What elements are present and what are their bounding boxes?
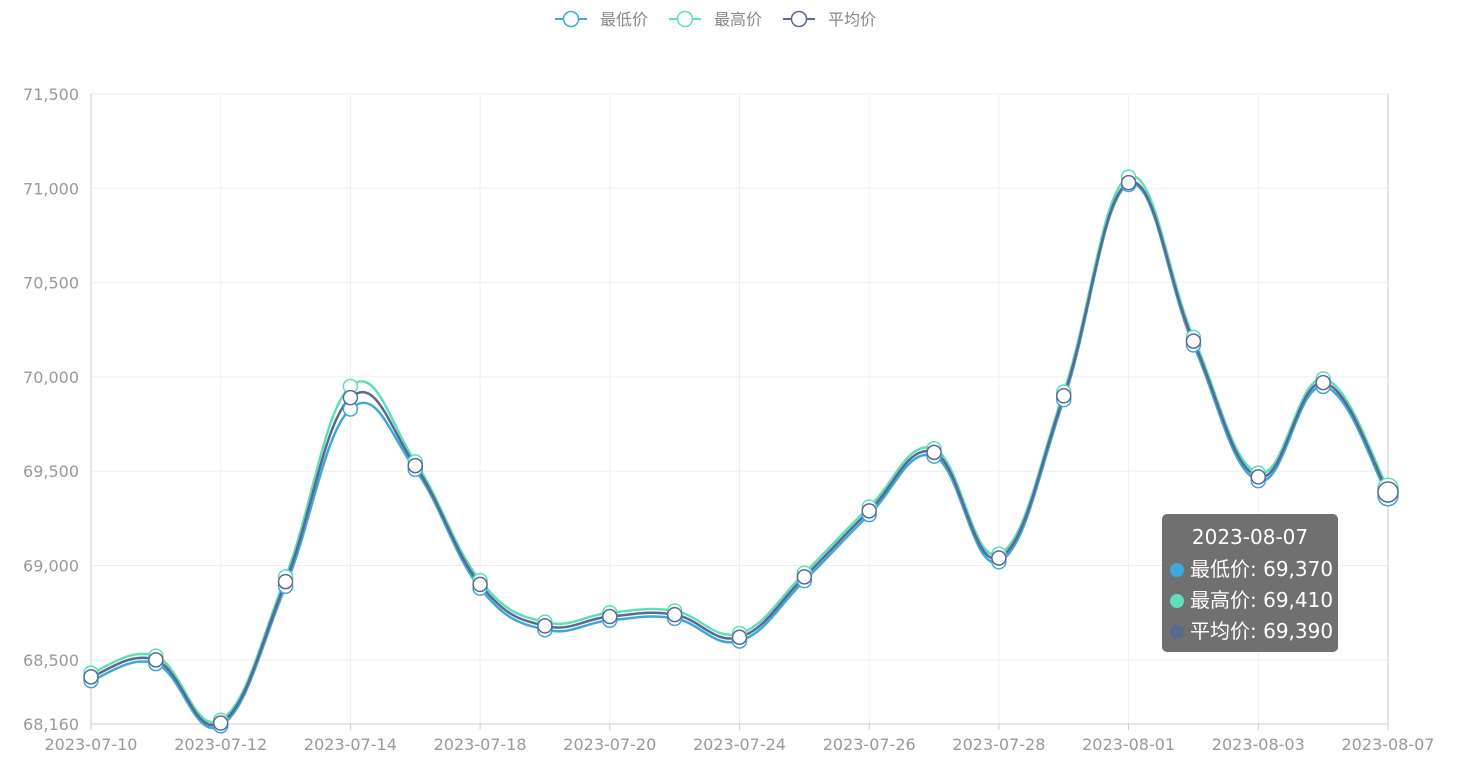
legend-label-2: 平均价 bbox=[828, 10, 876, 29]
tooltip: 2023-08-07 最低价: 69,370 最高价: 69,410 平均价: … bbox=[1162, 514, 1338, 652]
y-tick-label: 71,500 bbox=[23, 85, 79, 104]
x-tick-label: 2023-08-03 bbox=[1212, 735, 1305, 754]
x-axis-ticks: 2023-07-10 2023-07-12 2023-07-14 2023-07-18… bbox=[45, 735, 1435, 754]
x-tick-label: 2023-08-01 bbox=[1082, 735, 1175, 754]
data-point bbox=[472, 576, 488, 593]
tooltip-row-low: 最低价: 69,370 bbox=[1162, 554, 1338, 585]
data-point bbox=[1185, 333, 1202, 349]
legend: 最低价 最高价 平均价 bbox=[555, 10, 876, 29]
data-point bbox=[1377, 481, 1399, 503]
y-tick-label: 68,160 bbox=[23, 715, 79, 734]
x-tick-label: 2023-07-10 bbox=[45, 735, 138, 754]
tooltip-title: 2023-08-07 bbox=[1191, 525, 1309, 549]
x-tick-label: 2023-08-07 bbox=[1342, 735, 1435, 754]
data-point bbox=[666, 606, 683, 623]
data-point bbox=[602, 608, 618, 625]
x-tick-label: 2023-07-24 bbox=[693, 735, 786, 754]
data-point bbox=[83, 669, 99, 685]
x-tick-label: 2023-07-20 bbox=[563, 735, 656, 754]
x-tick-label: 2023-07-12 bbox=[174, 735, 267, 754]
data-point bbox=[861, 503, 877, 519]
series-line-2 bbox=[90, 180, 1390, 727]
tooltip-high-text: 最高价: 69,410 bbox=[1190, 588, 1334, 612]
tooltip-dot-high bbox=[1170, 594, 1184, 608]
tooltip-low-text: 最低价: 69,370 bbox=[1190, 557, 1334, 581]
y-tick-label: 69,500 bbox=[23, 462, 79, 481]
data-point bbox=[148, 652, 164, 668]
data-point bbox=[342, 389, 359, 406]
tooltip-dot-low bbox=[1170, 563, 1184, 577]
legend-marker-0 bbox=[562, 10, 580, 28]
data-point bbox=[1056, 388, 1072, 404]
tooltip-avg-text: 平均价: 69,390 bbox=[1190, 619, 1334, 643]
data-point bbox=[796, 569, 813, 585]
legend-marker-2 bbox=[790, 10, 808, 28]
data-point bbox=[277, 573, 294, 590]
data-point bbox=[1315, 374, 1331, 391]
legend-label-0: 最低价 bbox=[600, 10, 648, 29]
tooltip-dot-avg bbox=[1170, 625, 1184, 639]
tooltip-row-high: 最高价: 69,410 bbox=[1162, 585, 1338, 616]
y-axis-ticks: 68,160 68,500 69,000 69,500 70,000 70,500 71,0… bbox=[23, 85, 79, 734]
data-point bbox=[731, 629, 748, 645]
x-tick-label: 2023-07-18 bbox=[434, 735, 527, 754]
x-tick-label: 2023-07-28 bbox=[952, 735, 1045, 754]
data-point bbox=[1250, 469, 1267, 485]
series-points bbox=[83, 169, 1399, 734]
grid-lines bbox=[91, 93, 1388, 724]
data-point bbox=[1120, 174, 1137, 191]
y-tick-label: 68,500 bbox=[23, 651, 79, 670]
x-tick-label: 2023-07-26 bbox=[823, 735, 916, 754]
x-tick-label: 2023-07-14 bbox=[304, 735, 397, 754]
y-tick-label: 70,000 bbox=[23, 368, 79, 387]
series-lines bbox=[90, 175, 1390, 730]
series-line-0 bbox=[90, 182, 1390, 730]
data-point bbox=[407, 457, 423, 474]
tooltip-row-avg: 平均价: 69,390 bbox=[1162, 616, 1338, 647]
legend-label-1: 最高价 bbox=[714, 10, 762, 29]
legend-marker-1 bbox=[676, 10, 694, 28]
data-point bbox=[212, 715, 229, 731]
data-point bbox=[926, 444, 942, 461]
data-point bbox=[537, 618, 553, 634]
y-tick-label: 71,000 bbox=[23, 179, 79, 198]
axes bbox=[90, 94, 1389, 730]
y-tick-label: 70,500 bbox=[23, 274, 79, 293]
y-tick-label: 69,000 bbox=[23, 557, 79, 576]
data-point bbox=[991, 550, 1007, 566]
